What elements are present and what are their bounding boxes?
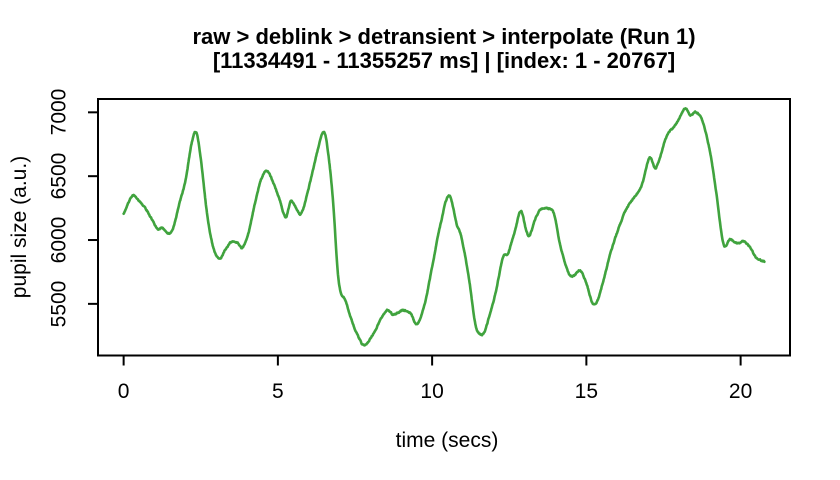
plot-title: raw > deblink > detransient > interpolat… <box>192 24 696 49</box>
x-axis-title: time (secs) <box>395 429 499 452</box>
y-tick-label-1: 6000 <box>47 216 71 264</box>
x-tick-label-2: 10 <box>420 380 444 403</box>
plot-subtitle: [11334491 - 11355257 ms] | [index: 1 - 2… <box>212 48 676 73</box>
x-tick-label-4: 20 <box>728 380 753 403</box>
plot-border-box <box>97 98 791 357</box>
x-tick-label-0: 0 <box>117 380 130 403</box>
pupil-trace-line <box>122 107 766 347</box>
y-tick-label-0: 5500 <box>47 280 71 328</box>
y-tick-label-2: 6500 <box>47 152 71 200</box>
axis-tick-marks <box>88 111 742 366</box>
x-tick-label-3: 15 <box>574 380 599 403</box>
y-tick-label-3: 7000 <box>47 88 71 136</box>
x-tick-label-1: 5 <box>272 380 284 403</box>
